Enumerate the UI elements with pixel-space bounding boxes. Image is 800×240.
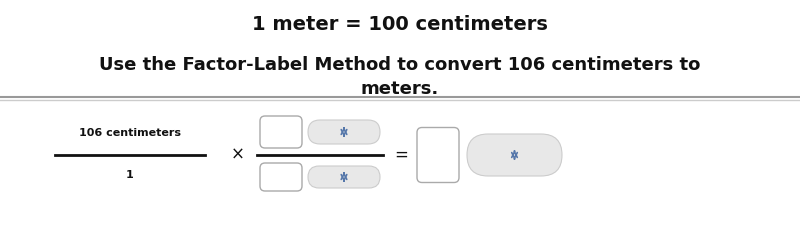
FancyBboxPatch shape [308, 166, 380, 188]
FancyBboxPatch shape [260, 116, 302, 148]
FancyBboxPatch shape [308, 120, 380, 144]
FancyBboxPatch shape [467, 134, 562, 176]
Text: Use the Factor-Label Method to convert 106 centimeters to
meters.: Use the Factor-Label Method to convert 1… [99, 56, 701, 98]
Text: 1: 1 [126, 170, 134, 180]
FancyBboxPatch shape [417, 127, 459, 182]
Text: ×: × [231, 146, 245, 164]
FancyBboxPatch shape [260, 163, 302, 191]
Text: 106 centimeters: 106 centimeters [79, 128, 181, 138]
Text: =: = [394, 146, 408, 164]
Text: 1 meter = 100 centimeters: 1 meter = 100 centimeters [252, 16, 548, 35]
